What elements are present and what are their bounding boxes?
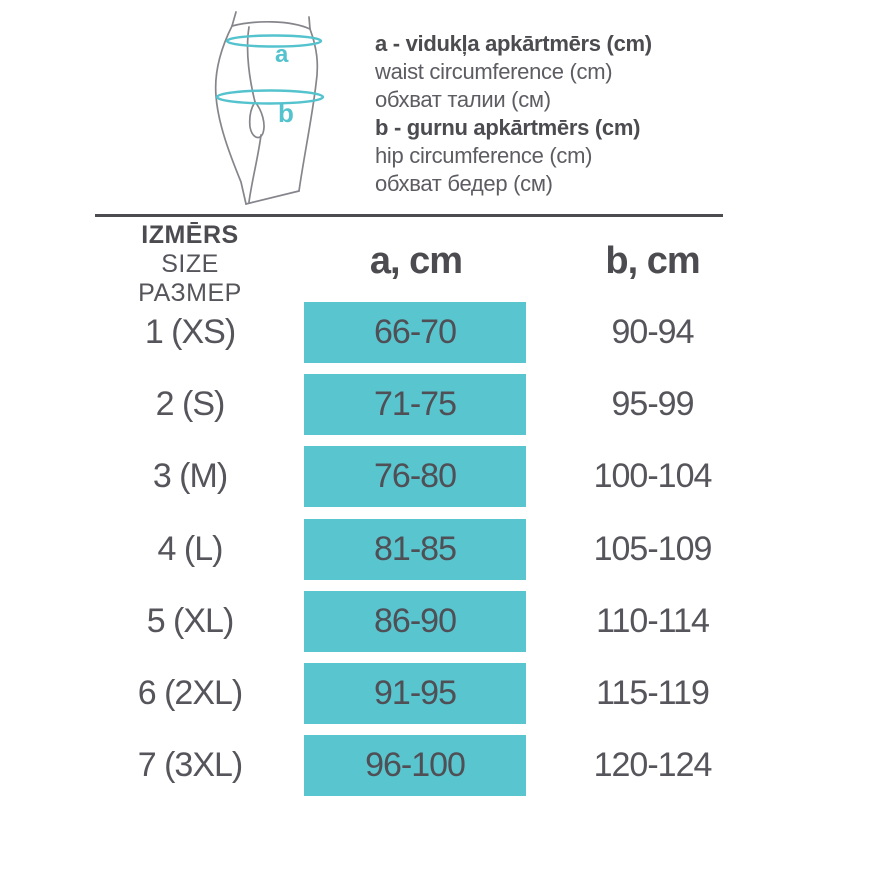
hip-range-cell: 95-99 xyxy=(611,385,695,423)
size-column-header-ru: РАЗМЕР xyxy=(138,279,242,307)
size-column-header-lv: IZMĒRS xyxy=(141,221,239,249)
legend-a-ru: обхват талии (см) xyxy=(375,87,551,112)
table-row: 7 (3XL) 96-100 120-124 xyxy=(0,735,876,796)
hip-column-header: b, cm xyxy=(605,240,700,282)
table-row: 4 (L) 81-85 105-109 xyxy=(0,519,876,580)
waist-measure-line xyxy=(225,34,323,48)
size-column-header-en: SIZE xyxy=(161,250,219,278)
waist-range-cell: 81-85 xyxy=(304,519,526,580)
legend-b-ru: обхват бедер (см) xyxy=(375,171,553,196)
hip-range-cell: 115-119 xyxy=(596,674,710,712)
table-row: 1 (XS) 66-70 90-94 xyxy=(0,302,876,363)
legend-a-en: waist circumference (cm) xyxy=(375,59,613,84)
diagram-label-b: b xyxy=(278,98,294,128)
pants-diagram: a b xyxy=(214,11,325,205)
legend-a-lv: a - vidukļa apkārtmērs (cm) xyxy=(375,31,652,56)
legend-b-en: hip circumference (cm) xyxy=(375,143,593,168)
waist-column-header: a, cm xyxy=(369,240,463,282)
pants-outline-icon xyxy=(214,11,319,205)
size-label: 4 (L) xyxy=(157,530,224,568)
size-label: 1 (XS) xyxy=(144,313,236,351)
waist-range-cell: 96-100 xyxy=(304,735,526,796)
legend-b-lv: b - gurnu apkārtmērs (cm) xyxy=(375,115,641,140)
waist-range-cell: 66-70 xyxy=(304,302,526,363)
size-label: 2 (S) xyxy=(155,385,226,423)
table-row: 6 (2XL) 91-95 115-119 xyxy=(0,663,876,724)
size-label: 5 (XL) xyxy=(146,602,235,640)
waist-range-cell: 91-95 xyxy=(304,663,526,724)
size-label: 7 (3XL) xyxy=(137,746,244,784)
measurement-legend: a - vidukļa apkārtmērs (cm) waist circum… xyxy=(375,30,652,198)
size-label: 6 (2XL) xyxy=(137,674,244,712)
hip-range-cell: 110-114 xyxy=(596,602,710,640)
waist-range-cell: 86-90 xyxy=(304,591,526,652)
size-label: 3 (M) xyxy=(152,457,228,495)
hip-range-cell: 105-109 xyxy=(593,530,713,568)
diagram-label-a: a xyxy=(275,41,289,68)
hip-measure-line xyxy=(215,89,325,105)
table-row: 3 (M) 76-80 100-104 xyxy=(0,446,876,507)
table-row: 5 (XL) 86-90 110-114 xyxy=(0,591,876,652)
hip-range-cell: 100-104 xyxy=(593,457,713,495)
header-divider xyxy=(95,214,723,217)
hip-range-cell: 120-124 xyxy=(593,746,713,784)
hip-range-cell: 90-94 xyxy=(611,313,695,351)
waist-range-cell: 76-80 xyxy=(304,446,526,507)
table-row: 2 (S) 71-75 95-99 xyxy=(0,374,876,435)
waist-range-cell: 71-75 xyxy=(304,374,526,435)
